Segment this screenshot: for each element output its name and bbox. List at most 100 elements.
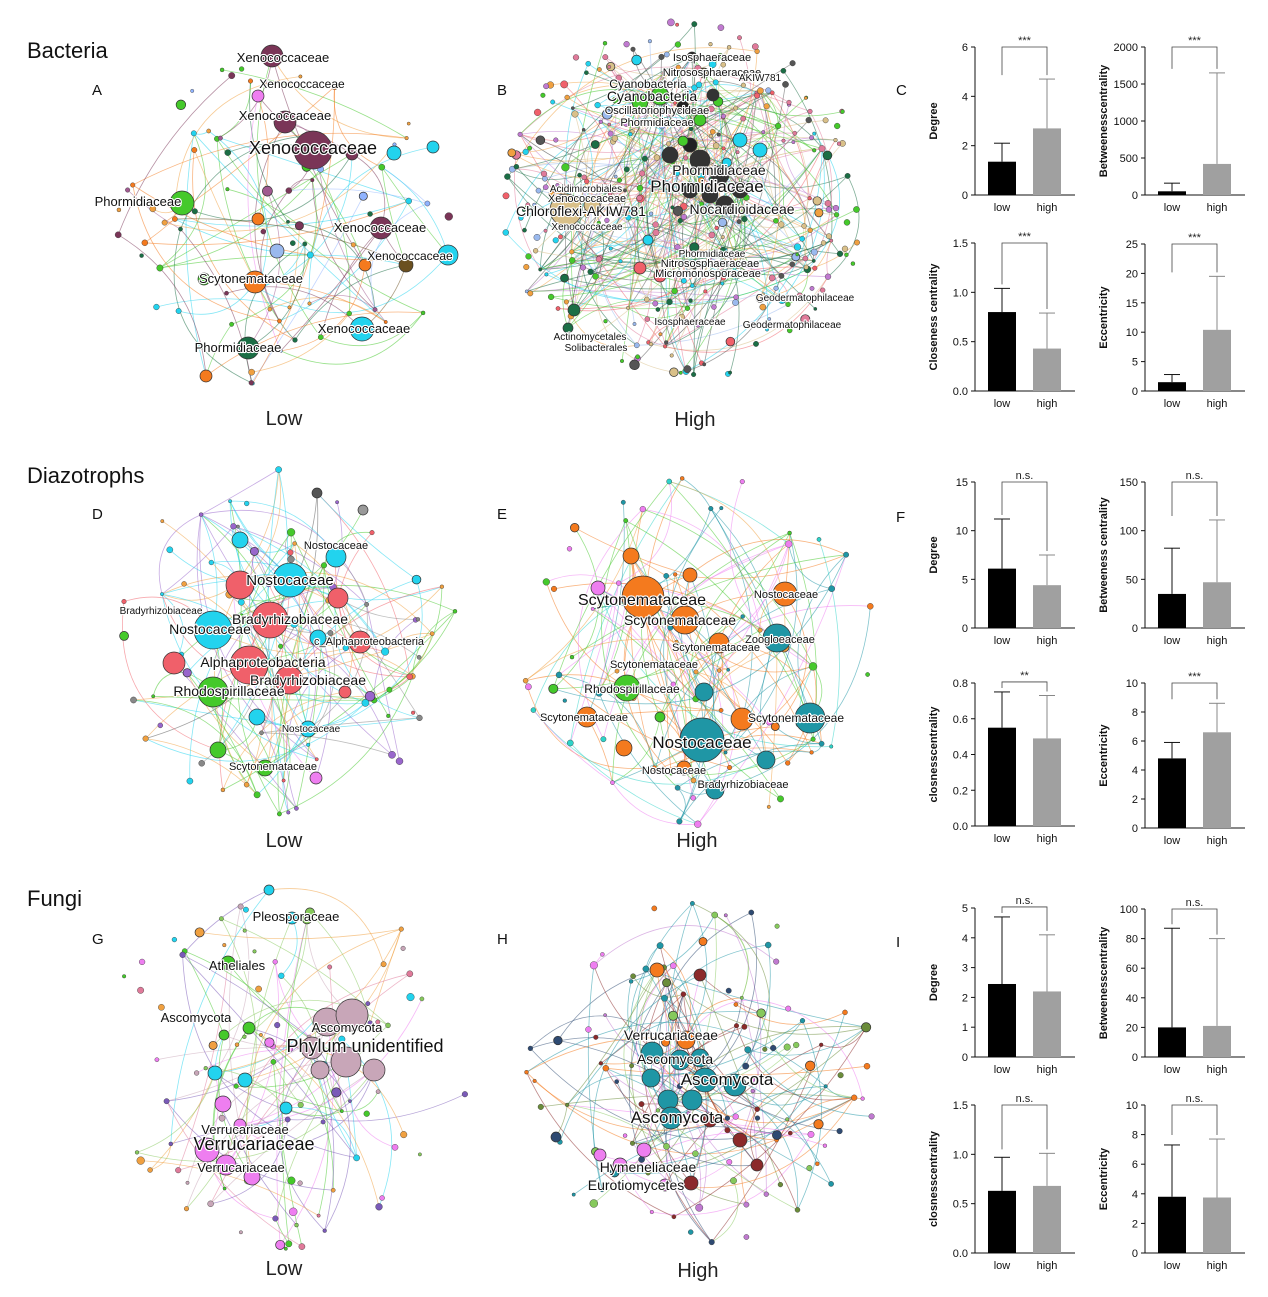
network-node [272,1215,279,1222]
edge [555,107,593,241]
edge [691,56,696,375]
network-node [708,42,713,47]
network-node [525,202,531,207]
edge [651,1052,855,1124]
edge [381,166,449,256]
edge [570,742,698,825]
edge [183,583,287,781]
network-node [733,1002,739,1007]
network-node [824,273,832,280]
network-node [179,951,186,958]
edge [273,1061,302,1106]
network-node [812,196,822,206]
edge [627,307,688,319]
network-node [861,1022,872,1033]
bar-high [1033,991,1061,1057]
y-axis-label: Degree [928,536,940,573]
network-node [661,1037,671,1047]
edge [341,1091,379,1112]
bar-chart-C-3: 0 5 10 15 20 25 Eccentricity low high *** [1098,232,1245,410]
edge [609,193,652,346]
edge [287,221,376,310]
network-node [287,549,294,556]
y-tick-label: 20 [1126,1022,1138,1034]
network-node [199,369,213,383]
network-node [759,303,767,311]
network-node [710,129,716,135]
network-node [571,106,575,110]
significance-bracket [1171,243,1218,273]
network-node [692,1150,699,1157]
nodes-E [522,476,874,828]
network-node [406,673,413,680]
edge [565,56,662,311]
edge [821,1027,867,1048]
edge [797,1020,822,1211]
network-node [681,1089,703,1111]
network-node [406,970,414,978]
panel-letter-B: B [497,82,507,99]
bar-high [1203,582,1231,628]
network-node [744,1046,752,1054]
bar-low [1158,593,1186,628]
edge [760,1013,855,1099]
network-node [721,146,726,151]
x-tick-label: high [1037,202,1058,214]
edge [586,139,741,185]
edge [660,210,687,372]
network-node [688,126,694,132]
network-node [558,234,563,240]
edge [756,1027,867,1110]
network-node [812,265,818,271]
edge [526,1021,826,1087]
network-node [294,806,299,811]
network-node [386,686,393,693]
network-node [658,1178,672,1192]
network-node [648,211,654,216]
network-node [229,645,269,685]
network-node [603,319,608,324]
network-node [560,273,569,283]
network-node [656,942,664,949]
significance-label: n.s. [1016,1093,1034,1105]
network-node [566,546,573,552]
edge [612,716,661,783]
network-node [708,60,717,69]
network-node [411,574,422,585]
node-label: Rhodospirillaceae [584,682,680,696]
network-node [151,694,156,699]
network-node [777,1181,784,1188]
network-node [807,1131,815,1138]
network-caption-E: High [676,830,717,852]
network-node [695,81,703,89]
node-label: Nostocaceae [282,724,341,735]
y-tick-label: 15 [956,477,968,489]
edge [525,680,655,769]
edge [680,94,743,374]
network-node [198,512,204,517]
network-node [386,713,391,718]
network-node [840,109,845,114]
network-node [311,581,317,587]
network-node [209,741,227,759]
network-node [623,518,629,523]
network-node [363,1110,370,1117]
network-node [666,141,672,147]
edge [598,692,699,825]
edges-E [525,478,871,825]
y-tick-label: 2000 [1114,42,1138,54]
network-node [756,750,776,770]
network-node [630,973,636,980]
significance-label: n.s. [1016,895,1034,907]
network-node [256,759,274,777]
edge [578,508,644,740]
network-node [379,1195,385,1201]
edge [545,581,722,711]
network-node [452,609,458,614]
edge [645,968,867,1028]
panel-letter-C: C [896,82,907,99]
edge [136,1069,375,1162]
network-node [749,1077,755,1083]
bar-low [988,568,1016,628]
significance-bracket [1001,906,1048,931]
